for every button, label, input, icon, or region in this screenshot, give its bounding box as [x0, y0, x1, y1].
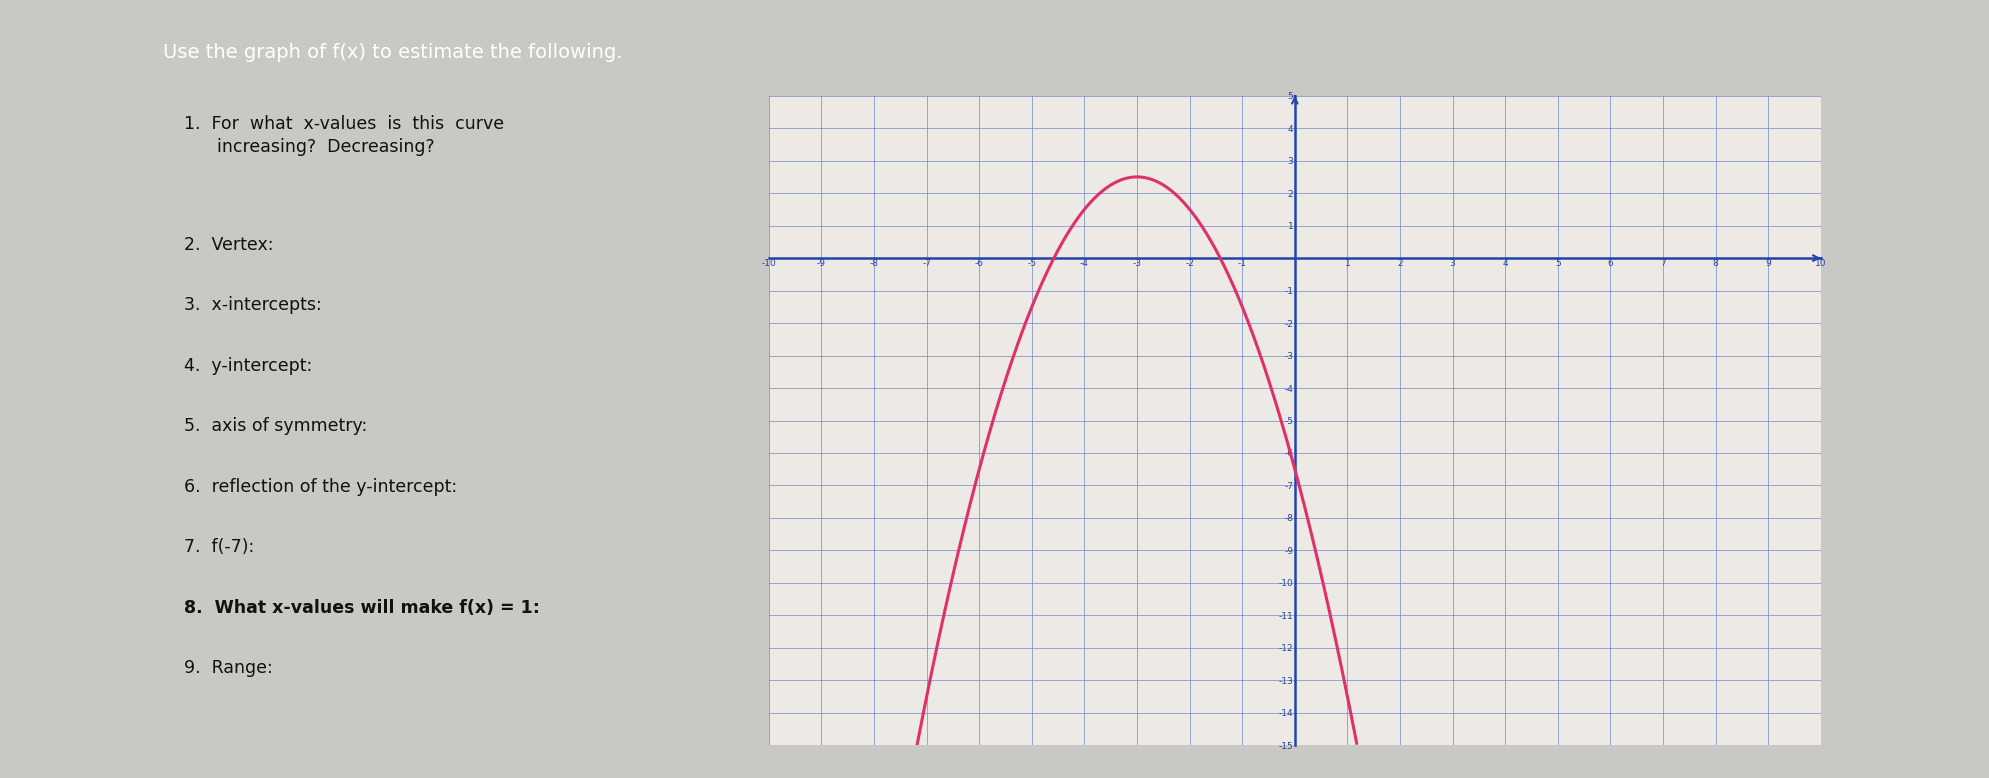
Text: 8.  What x-values will make f(x) = 1:: 8. What x-values will make f(x) = 1: [185, 598, 539, 616]
Text: 7.  f(-7):: 7. f(-7): [185, 538, 255, 556]
Text: 6.  reflection of the y-intercept:: 6. reflection of the y-intercept: [185, 478, 457, 496]
Text: 5.  axis of symmetry:: 5. axis of symmetry: [185, 417, 368, 435]
Text: 2.  Vertex:: 2. Vertex: [185, 236, 274, 254]
Text: Use the graph of f(x) to estimate the following.: Use the graph of f(x) to estimate the fo… [163, 43, 623, 62]
Text: 1.  For  what  x-values  is  this  curve
      increasing?  Decreasing?: 1. For what x-values is this curve incre… [185, 115, 505, 156]
Text: 4.  y-intercept:: 4. y-intercept: [185, 357, 312, 375]
Text: 3.  x-intercepts:: 3. x-intercepts: [185, 296, 322, 314]
Text: 9.  Range:: 9. Range: [185, 659, 272, 677]
